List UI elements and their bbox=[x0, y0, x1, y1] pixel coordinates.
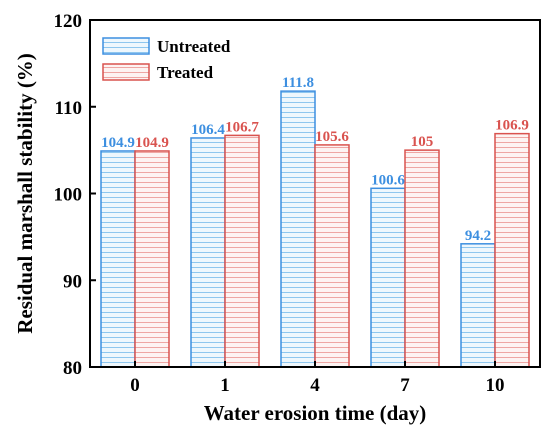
data-label-untreated-4: 111.8 bbox=[282, 75, 314, 91]
bar-treated-1 bbox=[225, 135, 259, 367]
y-tick-label-100: 100 bbox=[54, 185, 83, 206]
legend: Untreated Treated bbox=[103, 37, 231, 82]
data-label-treated-0: 104.9 bbox=[135, 135, 169, 151]
y-tick-label-80: 80 bbox=[63, 358, 82, 379]
legend-label-untreated: Untreated bbox=[157, 37, 231, 56]
bar-untreated-7 bbox=[371, 188, 405, 367]
x-tick-label-1: 1 bbox=[220, 375, 230, 396]
y-tick-label-90: 90 bbox=[63, 271, 82, 292]
bar-untreated-10 bbox=[461, 244, 495, 367]
data-label-treated-7: 105 bbox=[411, 134, 434, 150]
bar-untreated-0 bbox=[101, 151, 135, 367]
bar-treated-4 bbox=[315, 145, 349, 367]
x-axis-title: Water erosion time (day) bbox=[204, 401, 427, 425]
x-tick-label-4: 4 bbox=[310, 375, 320, 396]
data-label-treated-1: 106.7 bbox=[225, 119, 259, 135]
data-label-untreated-0: 104.9 bbox=[101, 135, 135, 151]
data-label-untreated-1: 106.4 bbox=[191, 122, 225, 138]
data-label-untreated-10: 94.2 bbox=[465, 228, 491, 244]
y-tick-label-110: 110 bbox=[55, 98, 82, 119]
data-label-treated-10: 106.9 bbox=[495, 118, 529, 134]
data-label-treated-4: 105.6 bbox=[315, 129, 349, 145]
x-tick-label-10: 10 bbox=[486, 375, 505, 396]
legend-label-treated: Treated bbox=[157, 63, 214, 82]
y-axis-title: Residual marshall stability (%) bbox=[13, 53, 37, 334]
y-tick-label-120: 120 bbox=[54, 11, 83, 32]
data-label-untreated-7: 100.6 bbox=[371, 172, 405, 188]
legend-swatch-treated bbox=[103, 64, 149, 80]
x-tick-label-7: 7 bbox=[400, 375, 410, 396]
bar-treated-0 bbox=[135, 151, 169, 367]
bar-untreated-4 bbox=[281, 91, 315, 367]
bar-treated-7 bbox=[405, 150, 439, 367]
x-tick-label-0: 0 bbox=[130, 375, 140, 396]
bar-treated-10 bbox=[495, 134, 529, 367]
bar-untreated-1 bbox=[191, 138, 225, 367]
legend-swatch-untreated bbox=[103, 38, 149, 54]
